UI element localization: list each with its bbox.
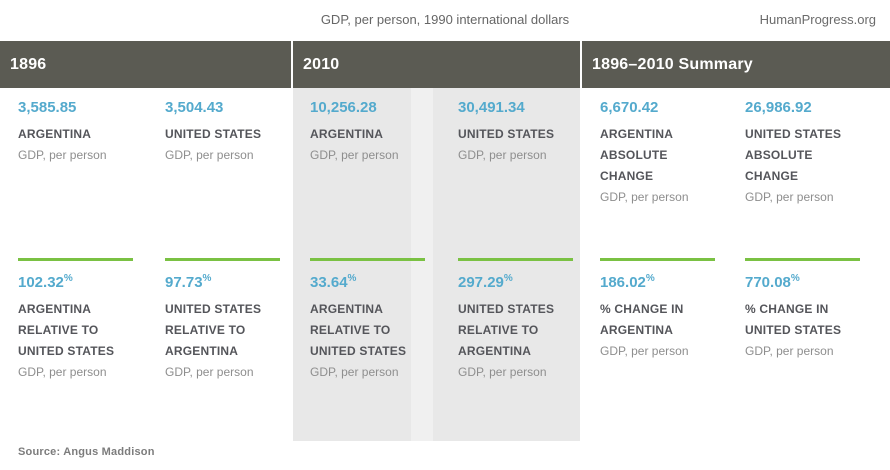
stat-label: ARGENTINA RELATIVE TO UNITED STATES bbox=[18, 302, 115, 358]
stat-value: 97.73% bbox=[165, 273, 212, 291]
stat-label: UNITED STATES ABSOLUTE CHANGE bbox=[745, 127, 842, 183]
stat-sub: GDP, per person bbox=[745, 190, 834, 204]
stat-label: % CHANGE IN UNITED STATES bbox=[745, 302, 842, 337]
stat-1896-us-relative: 97.73% UNITED STATES RELATIVE TO ARGENTI… bbox=[165, 258, 280, 383]
stat-sub: GDP, per person bbox=[458, 148, 547, 162]
stat-summary-us-absolute-change: 26,986.92 UNITED STATES ABSOLUTE CHANGE … bbox=[745, 96, 865, 208]
stat-2010-argentina: 10,256.28 ARGENTINA GDP, per person bbox=[310, 96, 430, 166]
stat-2010-united-states: 30,491.34 UNITED STATES GDP, per person bbox=[458, 96, 578, 166]
stat-summary-pct-change-us: 770.08% % CHANGE IN UNITED STATES GDP, p… bbox=[745, 258, 860, 362]
stat-sub: GDP, per person bbox=[310, 365, 399, 379]
stat-value: 3,585.85 bbox=[18, 99, 77, 116]
stat-2010-argentina-relative: 33.64% ARGENTINA RELATIVE TO UNITED STAT… bbox=[310, 258, 425, 383]
stat-value: 30,491.34 bbox=[458, 99, 525, 116]
stat-value: 33.64% bbox=[310, 273, 357, 291]
stat-label: ARGENTINA ABSOLUTE CHANGE bbox=[600, 127, 674, 183]
stat-label: ARGENTINA bbox=[18, 127, 92, 141]
stat-1896-argentina: 3,585.85 ARGENTINA GDP, per person bbox=[18, 96, 138, 166]
section-header-summary: 1896–2010 Summary bbox=[582, 41, 890, 88]
stat-1896-argentina-relative: 102.32% ARGENTINA RELATIVE TO UNITED STA… bbox=[18, 258, 133, 383]
section-header-1896: 1896 bbox=[0, 41, 291, 88]
stat-sub: GDP, per person bbox=[745, 344, 834, 358]
stat-label: ARGENTINA RELATIVE TO UNITED STATES bbox=[310, 302, 407, 358]
stat-sub: GDP, per person bbox=[18, 365, 107, 379]
stat-value: 6,670.42 bbox=[600, 99, 659, 116]
stat-value: 102.32% bbox=[18, 273, 73, 291]
stat-summary-argentina-absolute-change: 6,670.42 ARGENTINA ABSOLUTE CHANGE GDP, … bbox=[600, 96, 720, 208]
stat-value: 26,986.92 bbox=[745, 99, 812, 116]
stat-sub: GDP, per person bbox=[165, 148, 254, 162]
stat-label: UNITED STATES RELATIVE TO ARGENTINA bbox=[165, 302, 262, 358]
stat-value: 770.08% bbox=[745, 273, 800, 291]
stat-label: UNITED STATES RELATIVE TO ARGENTINA bbox=[458, 302, 555, 358]
stat-sub: GDP, per person bbox=[458, 365, 547, 379]
highlight-panel-2010 bbox=[293, 88, 580, 441]
source-note: Source: Angus Maddison bbox=[18, 446, 155, 458]
stat-value: 10,256.28 bbox=[310, 99, 377, 116]
stat-value: 297.29% bbox=[458, 273, 513, 291]
stat-sub: GDP, per person bbox=[310, 148, 399, 162]
stat-sub: GDP, per person bbox=[18, 148, 107, 162]
stat-sub: GDP, per person bbox=[165, 365, 254, 379]
stat-label: % CHANGE IN ARGENTINA bbox=[600, 302, 684, 337]
section-header-2010: 2010 bbox=[293, 41, 580, 88]
stat-2010-us-relative: 297.29% UNITED STATES RELATIVE TO ARGENT… bbox=[458, 258, 573, 383]
stat-label: UNITED STATES bbox=[165, 127, 262, 141]
panel-column-divider bbox=[411, 88, 433, 441]
stat-value: 3,504.43 bbox=[165, 99, 224, 116]
stat-label: UNITED STATES bbox=[458, 127, 555, 141]
humanprogress-link[interactable]: HumanProgress.org bbox=[759, 12, 876, 27]
stat-label: ARGENTINA bbox=[310, 127, 384, 141]
chart-title: GDP, per person, 1990 international doll… bbox=[320, 12, 570, 27]
stat-1896-united-states: 3,504.43 UNITED STATES GDP, per person bbox=[165, 96, 285, 166]
section-header-band: 1896 2010 1896–2010 Summary bbox=[0, 41, 890, 88]
stat-sub: GDP, per person bbox=[600, 344, 689, 358]
stat-value: 186.02% bbox=[600, 273, 655, 291]
stat-sub: GDP, per person bbox=[600, 190, 689, 204]
stat-summary-pct-change-argentina: 186.02% % CHANGE IN ARGENTINA GDP, per p… bbox=[600, 258, 715, 362]
